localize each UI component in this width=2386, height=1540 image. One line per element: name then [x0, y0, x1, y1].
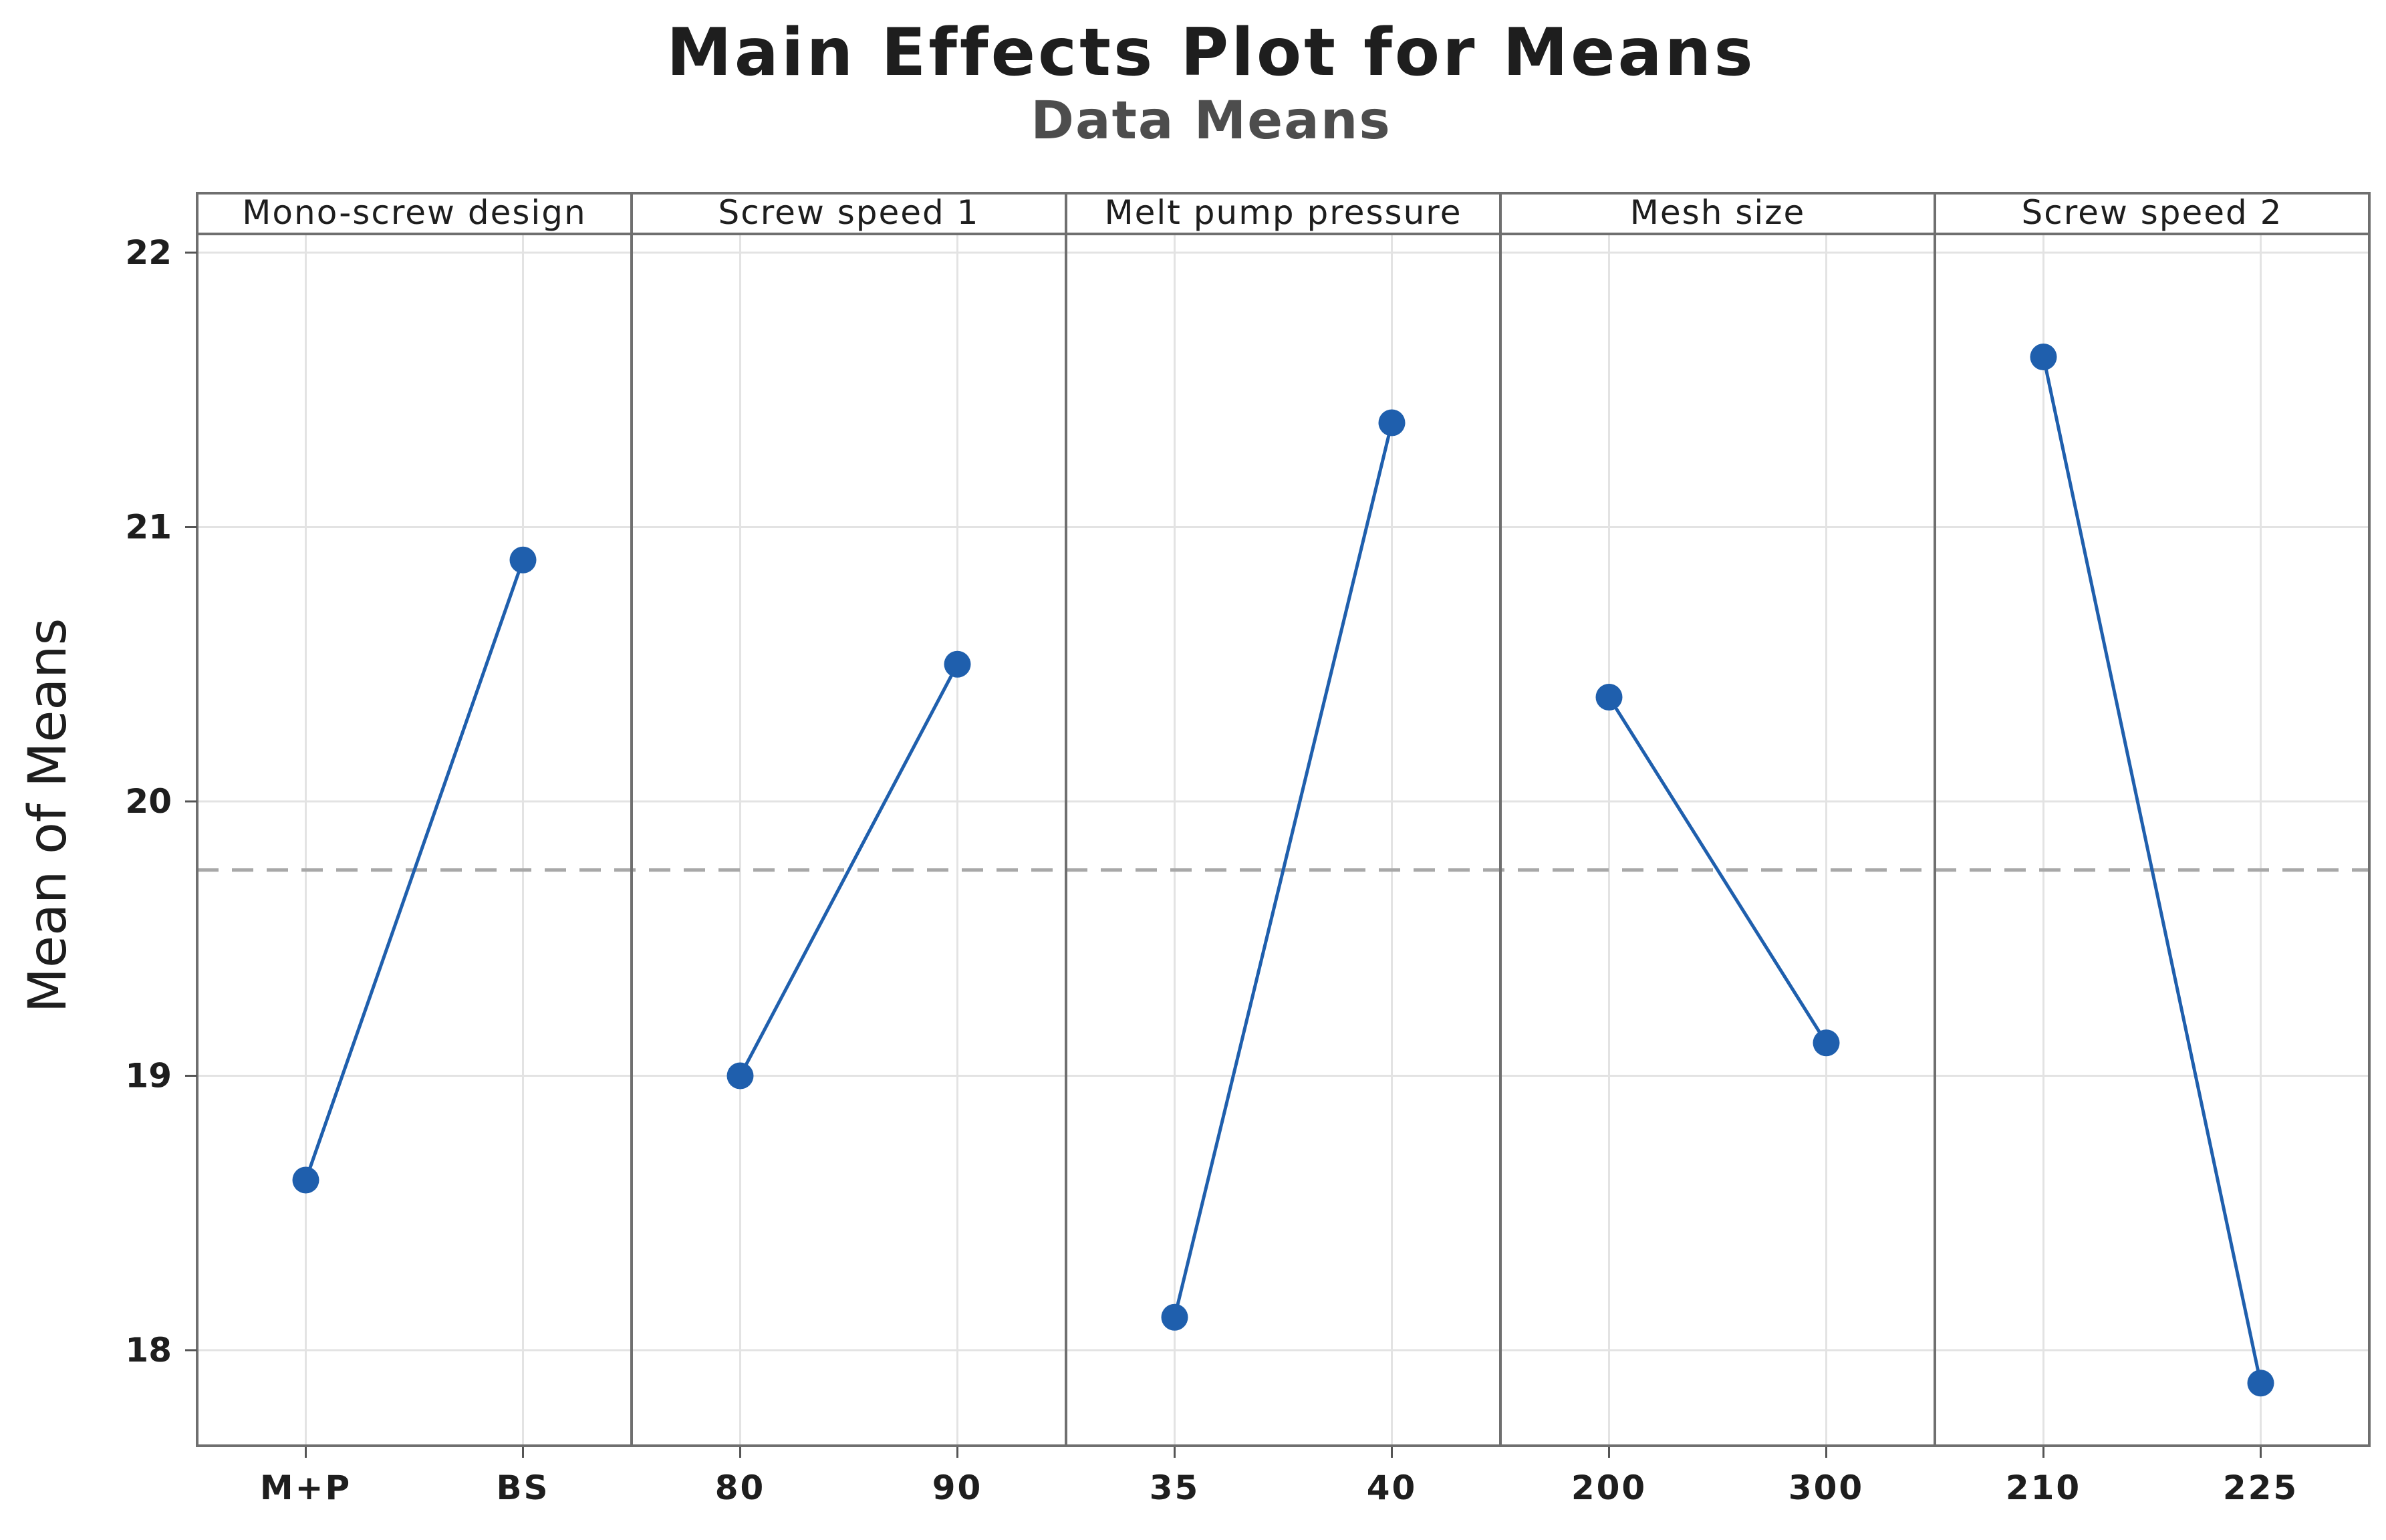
panel-label: Screw speed 1 — [718, 193, 980, 232]
effect-line — [1173, 422, 1394, 1318]
effect-line — [304, 559, 525, 1181]
data-point — [1595, 684, 1623, 711]
effect-line — [2042, 356, 2262, 1384]
panel-frame — [1934, 192, 2371, 1447]
panel-label: Melt pump pressure — [1104, 193, 1462, 232]
panel-label: Screw speed 2 — [2022, 193, 2283, 232]
data-point — [726, 1062, 754, 1089]
data-point — [2030, 343, 2057, 370]
chart-subtitle: Data Means — [1031, 91, 1391, 151]
data-point — [2247, 1370, 2274, 1397]
y-tick-label: 21 — [125, 508, 172, 547]
effect-line — [1607, 696, 1828, 1044]
panel-label: Mono-screw design — [242, 193, 586, 232]
data-point — [1813, 1029, 1840, 1057]
effect-line — [739, 663, 959, 1077]
panel-label: Mesh size — [1630, 193, 1805, 232]
panel-frame — [630, 192, 1067, 1447]
x-tick-label: 300 — [1788, 1468, 1864, 1507]
chart-title: Main Effects Plot for Means — [666, 15, 1756, 91]
panel-frame — [196, 192, 633, 1447]
panel-frame — [1499, 192, 1936, 1447]
x-tick-label: 40 — [1367, 1468, 1418, 1507]
x-tick-label: BS — [496, 1468, 549, 1507]
data-point — [292, 1166, 319, 1194]
x-tick-label: 200 — [1571, 1468, 1647, 1507]
y-tick-label: 22 — [125, 233, 172, 272]
y-tick-label: 18 — [125, 1331, 172, 1370]
x-tick-label: 80 — [715, 1468, 766, 1507]
data-point — [944, 650, 971, 678]
data-point — [509, 546, 537, 573]
x-tick-label: 225 — [2223, 1468, 2298, 1507]
data-point — [1378, 409, 1406, 436]
plot-area: Mono-screw design M+P BS Screw speed 1 80 90 M… — [125, 192, 2371, 1507]
y-tick-label: 19 — [125, 1057, 172, 1096]
x-tick-label: 210 — [2006, 1468, 2081, 1507]
y-axis-label: Mean of Means — [18, 618, 78, 1013]
x-tick-label: 35 — [1150, 1468, 1200, 1507]
x-tick-label: 90 — [932, 1468, 983, 1507]
data-point — [1161, 1303, 1188, 1331]
x-tick-label: M+P — [260, 1468, 352, 1507]
panel-frame — [1065, 192, 1502, 1447]
y-tick-label: 20 — [125, 782, 172, 821]
